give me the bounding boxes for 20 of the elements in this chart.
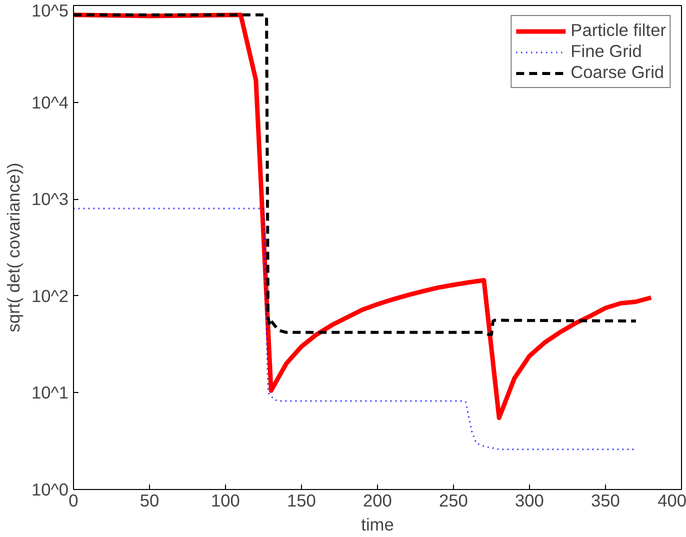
x-tick-label: 0 [68,490,78,510]
legend-label: Fine Grid [570,41,642,62]
x-tick-label: 350 [591,490,620,510]
y-tick-label: 10^4 [31,92,69,112]
y-tick-label: 10^3 [31,189,69,210]
x-tick-label: 100 [211,490,240,510]
x-tick-label: 300 [515,490,544,510]
x-tick-label: 150 [287,490,316,510]
legend-label: Particle filter [570,20,666,41]
x-tick-label: 200 [363,490,392,510]
x-axis-title: time [361,514,394,534]
y-tick-label: 10^2 [31,286,69,306]
y-tick-label: 10^0 [31,480,69,500]
x-tick-label: 50 [140,490,160,510]
y-tick-label: 10^1 [31,382,69,403]
x-tick-label: 400 [658,490,686,510]
y-tick-label: 10^5 [31,0,69,20]
x-tick-label: 250 [439,490,468,510]
y-axis-title: sqrt( det( covariance)) [3,162,24,332]
legend-label: Coarse Grid [570,62,664,83]
